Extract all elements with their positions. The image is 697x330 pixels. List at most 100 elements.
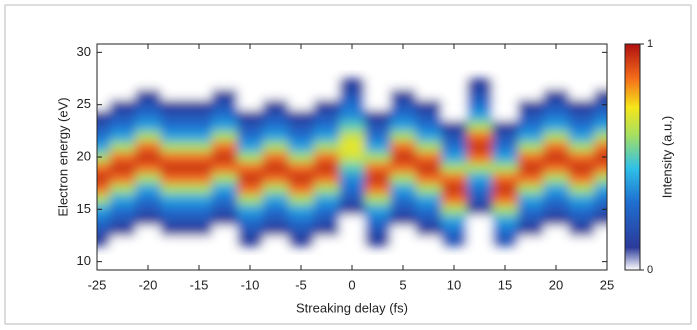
heatmap-cell [390,141,417,153]
heatmap-cell [466,109,493,121]
heatmap-cell [160,120,187,132]
heatmap-cell [594,162,607,174]
heatmap-cell [390,214,417,226]
heatmap-cell [441,225,468,236]
heatmap-cell [313,130,340,142]
heatmap-cell [135,193,162,205]
heatmap-cell [97,162,111,174]
heatmap-cell [390,172,417,184]
heatmap-cell [262,88,289,100]
heatmap-cell [492,151,519,163]
heatmap-cell [97,204,111,216]
heatmap-cell [313,214,340,226]
heatmap-cell [543,193,570,205]
heatmap-cell [492,225,519,236]
heatmap-cell [186,225,213,236]
heatmap-cell [109,141,136,153]
heatmap-cell [339,88,366,100]
heatmap-cell [492,130,519,142]
heatmap-cell [339,162,366,174]
heatmap-cell [390,204,417,216]
heatmap-cell [415,99,442,111]
heatmap-cell [186,88,213,100]
heatmap-cell [339,214,366,226]
heatmap-cells [97,78,607,247]
heatmap-cell [97,141,111,153]
heatmap-cell [543,183,570,195]
heatmap-cell [262,172,289,184]
x-axis-label: Streaking delay (fs) [296,300,408,315]
heatmap-cell [262,109,289,121]
heatmap-cell [135,172,162,184]
heatmap-cell [160,141,187,153]
heatmap-cell [313,172,340,184]
heatmap-cell [415,88,442,100]
x-tick-label: -25 [88,277,107,292]
x-tick-label: -5 [295,277,307,292]
heatmap-cell [492,193,519,205]
heatmap-cell [492,172,519,184]
heatmap-cell [262,183,289,195]
heatmap-cell [160,204,187,216]
heatmap-cell [262,78,289,90]
heatmap-cell [364,78,391,90]
heatmap-cell [466,78,493,90]
x-tick-label: 15 [498,277,512,292]
heatmap-cell [543,204,570,216]
heatmap-cell [186,172,213,184]
heatmap-cell [237,99,264,111]
heatmap-cell [237,162,264,174]
heatmap [97,78,607,247]
heatmap-cell [415,183,442,195]
heatmap-cell [160,172,187,184]
heatmap-cell [594,225,607,236]
heatmap-cell [364,141,391,153]
heatmap-cell [135,88,162,100]
heatmap-cell [186,151,213,163]
heatmap-cell [594,204,607,216]
heatmap-cell [135,130,162,142]
heatmap-cell [390,151,417,163]
heatmap-cell [492,99,519,111]
heatmap-cell [237,193,264,205]
heatmap-cell [517,172,544,184]
heatmap-cell [339,141,366,153]
heatmap-cell [441,151,468,163]
heatmap-cell [211,214,238,226]
heatmap-cell [517,88,544,100]
heatmap-cell [313,235,340,247]
heatmap-cell [313,78,340,90]
heatmap-cell [237,120,264,132]
heatmap-cell [237,109,264,121]
heatmap-cell [441,235,468,247]
heatmap-cell [211,99,238,111]
heatmap-cell [364,204,391,216]
heatmap-cell [466,214,493,226]
heatmap-cell [543,78,570,90]
heatmap-cell [135,109,162,121]
heatmap-cell [160,151,187,163]
heatmap-cell [160,183,187,195]
heatmap-cell [186,130,213,142]
heatmap-cell [594,120,607,132]
heatmap-cell [97,193,111,205]
heatmap-cell [390,225,417,236]
heatmap-cell [390,120,417,132]
heatmap-cell [109,151,136,163]
heatmap-cell [390,88,417,100]
heatmap-cell [415,151,442,163]
heatmap-cell [594,88,607,100]
heatmap-cell [441,204,468,216]
heatmap-cell [109,235,136,247]
heatmap-cell [390,162,417,174]
heatmap-cell [415,172,442,184]
heatmap-cell [288,193,315,205]
heatmap-cell [97,130,111,142]
x-tick-label: -10 [241,277,260,292]
heatmap-cell [211,141,238,153]
heatmap-cell [109,225,136,236]
heatmap-cell [517,99,544,111]
heatmap-cell [441,109,468,121]
heatmap-cell [313,99,340,111]
heatmap-cell [109,172,136,184]
